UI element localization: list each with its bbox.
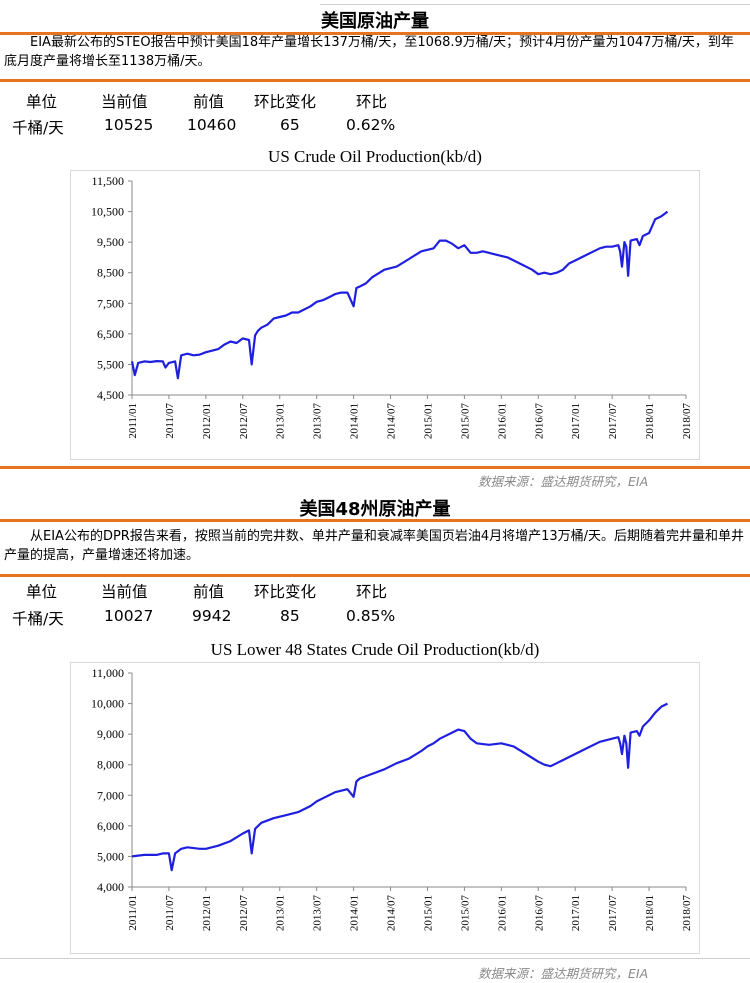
y-tick-label: 9,500 <box>97 235 124 249</box>
section-2-desc-underline <box>0 574 750 577</box>
y-tick-label: 7,500 <box>97 296 124 310</box>
section-2-title: 美国48州原油产量 <box>299 499 451 520</box>
x-tick-label: 2015/01 <box>422 895 434 931</box>
section-2-source: 数据来源：盛达期货研究，EIA <box>478 966 649 981</box>
x-tick-label: 2015/07 <box>459 895 471 932</box>
section-1-title-underline <box>0 32 750 35</box>
y-tick-label: 10,500 <box>91 205 124 219</box>
x-tick-label: 2018/07 <box>681 895 693 932</box>
x-tick-label: 2013/07 <box>312 895 324 932</box>
stat-header-ratio: 环比 <box>356 583 388 601</box>
stat-header-current: 当前值 <box>101 583 148 601</box>
stat-value-ratio: 0.85% <box>346 607 396 625</box>
y-tick-label: 7,000 <box>97 788 124 802</box>
stat-header-ratio: 环比 <box>356 93 388 111</box>
section-2-title-underline <box>0 519 750 522</box>
series-line <box>131 702 668 872</box>
y-tick-label: 9,000 <box>97 727 124 741</box>
x-tick-label: 2014/07 <box>386 403 398 440</box>
chart-1-frame <box>70 170 700 460</box>
y-tick-label: 5,000 <box>97 849 124 863</box>
x-tick-label: 2013/01 <box>275 403 287 439</box>
y-tick-label: 6,000 <box>97 819 124 833</box>
stat-value-previous: 10460 <box>187 116 237 134</box>
stat-value-current: 10525 <box>104 116 154 134</box>
y-tick-label: 11,000 <box>91 666 124 680</box>
stat-header-previous: 前值 <box>193 93 225 111</box>
x-tick-label: 2018/07 <box>681 403 693 440</box>
y-tick-label: 4,000 <box>97 880 124 894</box>
top-divider <box>320 4 750 5</box>
chart-2-title: US Lower 48 States Crude Oil Production(… <box>210 640 540 659</box>
x-tick-label: 2011/01 <box>127 403 139 439</box>
chart-1-title: US Crude Oil Production(kb/d) <box>268 147 482 166</box>
y-tick-label: 11,500 <box>91 174 124 188</box>
stat-value-previous: 9942 <box>192 607 232 625</box>
x-tick-label: 2016/07 <box>533 403 545 440</box>
x-tick-label: 2016/07 <box>533 895 545 932</box>
x-tick-label: 2017/01 <box>570 895 582 931</box>
stat-value-unit: 千桶/天 <box>12 610 64 628</box>
x-tick-label: 2018/01 <box>644 403 656 439</box>
x-tick-label: 2012/07 <box>238 895 250 932</box>
stat-value-change: 85 <box>280 607 300 625</box>
stat-header-previous: 前值 <box>193 583 225 601</box>
x-tick-label: 2017/01 <box>570 403 582 439</box>
x-tick-label: 2013/07 <box>312 403 324 440</box>
y-tick-label: 5,500 <box>97 357 124 371</box>
x-tick-label: 2011/01 <box>127 895 139 931</box>
x-tick-label: 2018/01 <box>644 895 656 931</box>
x-tick-label: 2014/01 <box>349 403 361 439</box>
y-tick-label: 10,000 <box>91 697 124 711</box>
y-tick-label: 8,000 <box>97 758 124 772</box>
stat-value-current: 10027 <box>104 607 154 625</box>
y-tick-label: 8,500 <box>97 266 124 280</box>
stat-value-change: 65 <box>280 116 300 134</box>
x-tick-label: 2011/07 <box>164 403 176 439</box>
x-tick-label: 2012/07 <box>238 403 250 440</box>
x-tick-label: 2013/01 <box>275 895 287 931</box>
x-tick-label: 2014/01 <box>349 895 361 931</box>
y-tick-label: 4,500 <box>97 388 124 402</box>
chart-2-frame <box>70 662 700 954</box>
section-1-source: 数据来源：盛达期货研究，EIA <box>478 474 649 489</box>
x-tick-label: 2011/07 <box>164 895 176 931</box>
x-tick-label: 2012/01 <box>201 403 213 439</box>
stat-value-unit: 千桶/天 <box>12 119 64 137</box>
x-tick-label: 2015/01 <box>422 403 434 439</box>
section-1-footer-line <box>0 466 750 469</box>
x-tick-label: 2014/07 <box>386 895 398 932</box>
x-tick-label: 2015/07 <box>459 403 471 440</box>
x-tick-label: 2017/07 <box>607 403 619 440</box>
bottom-divider <box>0 958 750 959</box>
x-tick-label: 2017/07 <box>607 895 619 932</box>
section-1-title: 美国原油产量 <box>321 11 429 32</box>
stat-header-unit: 单位 <box>26 93 58 111</box>
stat-header-current: 当前值 <box>101 93 148 111</box>
series-line <box>130 210 669 380</box>
stat-header-change: 环比变化 <box>254 583 317 601</box>
section-1-description: EIA最新公布的STEO报告中预计美国18年产量增长137万桶/天，至1068.… <box>4 35 734 69</box>
stat-value-ratio: 0.62% <box>346 116 396 134</box>
x-tick-label: 2016/01 <box>496 895 508 931</box>
y-tick-label: 6,500 <box>97 327 124 341</box>
stat-header-unit: 单位 <box>26 583 58 601</box>
section-1-desc-underline <box>0 79 750 82</box>
stat-header-change: 环比变化 <box>254 93 317 111</box>
section-2-description: 从EIA公布的DPR报告来看，按照当前的完井数、单井产量和衰减率美国页岩油4月将… <box>4 529 745 563</box>
x-tick-label: 2016/01 <box>496 403 508 439</box>
x-tick-label: 2012/01 <box>201 895 213 931</box>
